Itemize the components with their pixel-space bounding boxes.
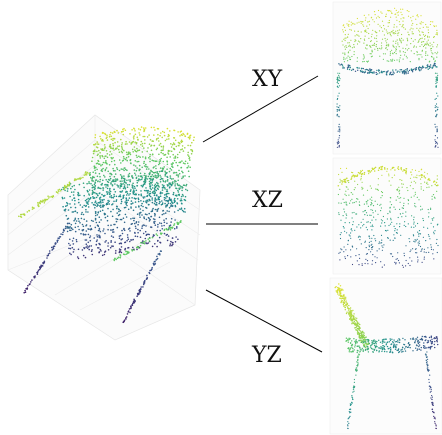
xy-label: XY	[252, 67, 283, 92]
yz-projection-panel	[329, 277, 442, 435]
xz-label: XZ	[252, 188, 283, 213]
yz-label: YZ	[251, 343, 282, 368]
main-3d-point-cloud	[7, 114, 201, 341]
xz-projection-panel	[332, 157, 442, 275]
main-3d-points	[18, 126, 195, 324]
yz-projection-points	[334, 283, 439, 430]
xz-projection-points	[337, 165, 439, 268]
connector-line-yz	[205, 289, 323, 353]
connector-line-xy	[202, 75, 319, 143]
xy-projection-points	[336, 7, 439, 148]
xy-projection-panel	[332, 1, 442, 155]
